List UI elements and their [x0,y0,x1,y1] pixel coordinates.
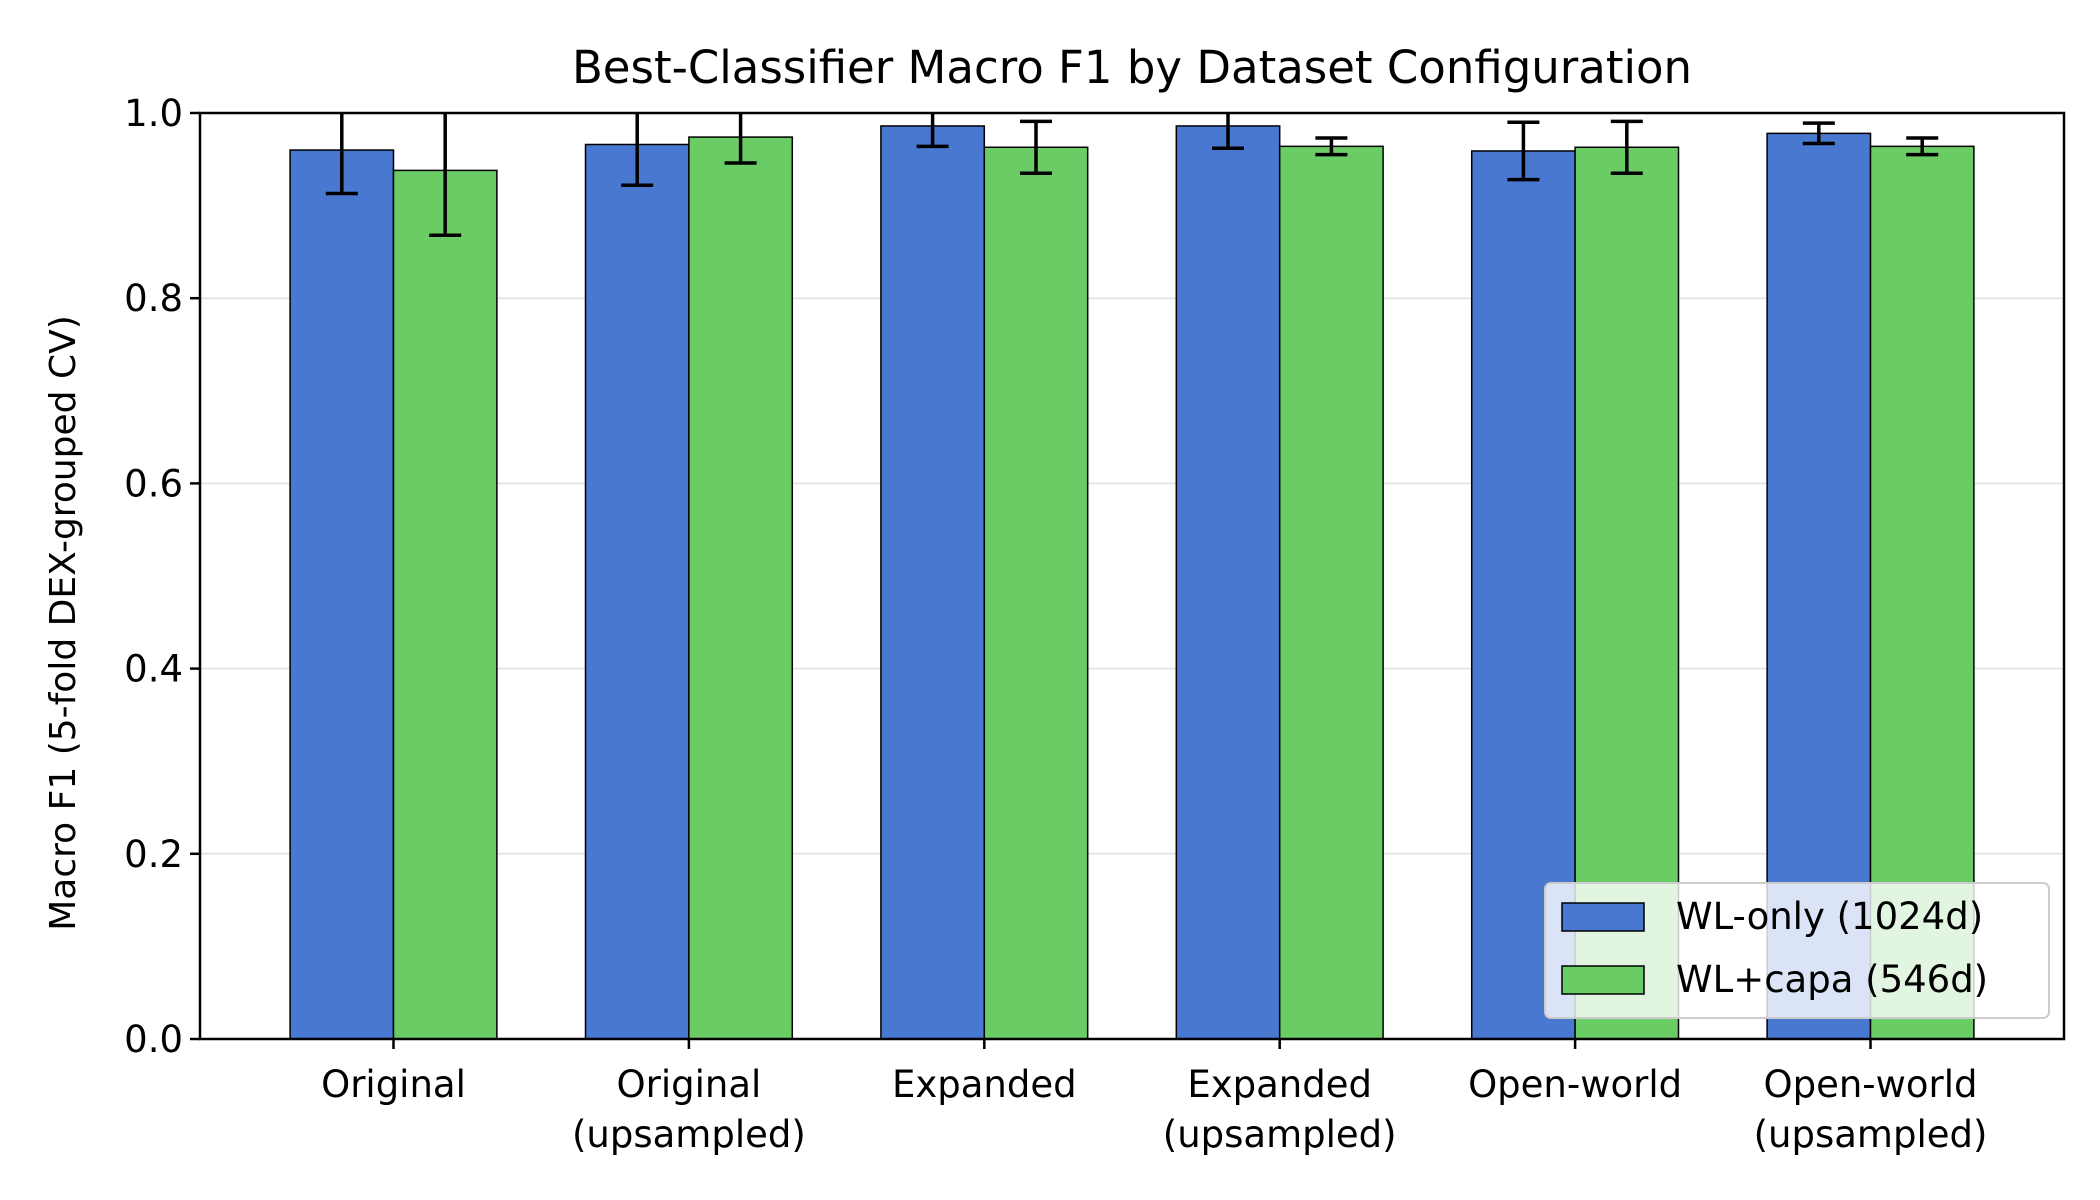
x-tick-label: Expanded (upsampled) [1163,1063,1397,1156]
legend-box [1544,882,2050,1019]
x-tick-label: Open-world [1468,1063,1682,1106]
y-axis-ticks: 0.0 0.2 0.4 0.6 0.8 1.0 [124,92,200,1061]
legend-label-wl-only: WL-only (1024d) [1676,895,1983,938]
legend: WL-only (1024d) WL+capa (546d) [1544,882,2050,1019]
bar-wl-capa [688,136,794,1040]
y-gridlines [200,297,2064,855]
error-bars [325,113,1939,237]
x-tick-label: Original (upsampled) [572,1063,806,1156]
y-tick-label: 0.2 [124,833,183,876]
x-tick-label: Original [321,1063,466,1106]
y-tick-label: 0.8 [124,277,183,320]
chart-title: Best-Classifier Macro F1 by Dataset Conf… [572,41,1692,94]
y-axis-label: Macro F1 (5-fold DEX-grouped CV) [43,315,84,931]
bar-wl-only [289,149,395,1040]
legend-label-wl-capa: WL+capa (546d) [1676,958,1988,1001]
plot-area-frame [198,111,2066,1041]
y-tick-label: 0.0 [124,1018,183,1061]
bar-wl-only [880,125,986,1040]
bar-wl-capa [1278,145,1384,1040]
y-tick-label: 0.4 [124,648,183,691]
legend-swatch-wl-capa [1561,965,1645,995]
bar-wl-only [1175,125,1281,1040]
bar-wl-capa [392,169,498,1040]
bar-wl-capa [983,146,1089,1040]
y-tick-label: 0.6 [124,462,183,505]
x-tick-label: Open-world (upsampled) [1754,1063,1988,1156]
legend-swatch-wl-only [1561,902,1645,932]
y-tick-label: 1.0 [124,92,183,135]
x-axis-ticks: Original Original (upsampled) Expanded Expan… [321,1039,1987,1156]
bar-wl-only [584,143,690,1040]
x-tick-label: Expanded [892,1063,1077,1106]
